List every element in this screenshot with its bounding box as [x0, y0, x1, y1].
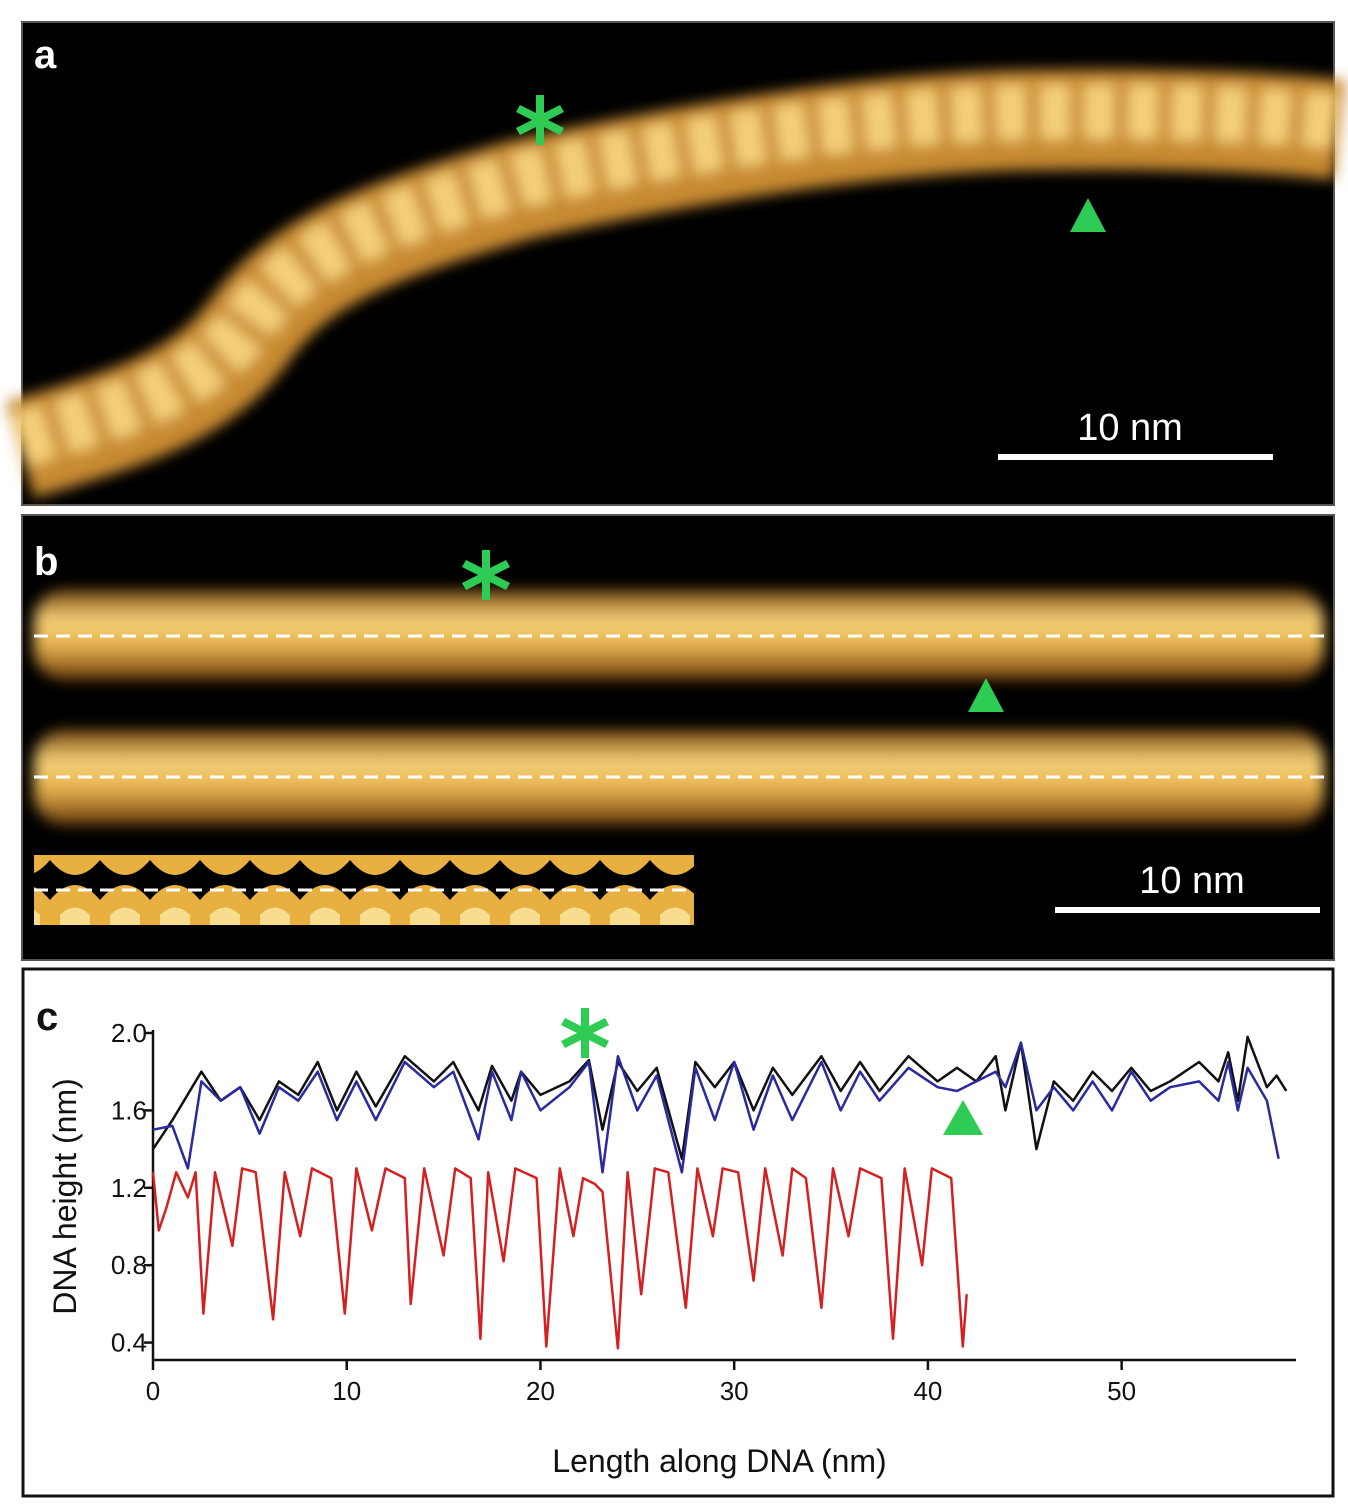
panel-c-frame: [21, 967, 1335, 1498]
profile-lines: [34, 634, 1324, 892]
scale-bar: [998, 454, 1273, 460]
asterisk-marker: [462, 550, 510, 600]
x-axis-label: Length along DNA (nm): [552, 1443, 886, 1479]
y-axis-label: DNA height (nm): [47, 1078, 83, 1315]
data-line: [151, 1035, 1288, 1161]
plot: 0.4 0.8 1.2 1.6 2.0 0 10 20 30 40 50 Length along D…: [47, 1018, 1296, 1479]
y-tick-label: 1.2: [111, 1173, 147, 1203]
y-tick-label: 2.0: [111, 1018, 147, 1048]
data-line: [152, 1041, 1280, 1174]
x-tick-label: 20: [526, 1376, 555, 1406]
triangle-marker: [943, 1100, 983, 1135]
y-tick-label: 1.6: [111, 1095, 147, 1125]
dna-strand: [5, 69, 1347, 498]
y-tick-label: 0.8: [111, 1250, 147, 1280]
triangle-marker: [968, 678, 1004, 712]
panel-label: a: [34, 33, 57, 77]
x-tick-label: 10: [332, 1376, 361, 1406]
y-tick-label: 0.4: [111, 1328, 147, 1358]
x-tick-label: 0: [146, 1376, 160, 1406]
data-line: [151, 1167, 968, 1350]
asterisk-marker: [561, 1008, 609, 1058]
x-tick-label: 50: [1107, 1376, 1136, 1406]
scale-bar-label: 10 nm: [1139, 860, 1245, 902]
x-tick-label: 30: [720, 1376, 749, 1406]
scale-bar-label: 10 nm: [1077, 407, 1183, 449]
panel-label: c: [36, 995, 58, 1039]
scale-bar: [1055, 907, 1320, 913]
asterisk-marker: [516, 95, 564, 145]
triangle-marker: [1070, 198, 1106, 232]
panel-label: b: [34, 540, 58, 584]
x-tick-label: 40: [913, 1376, 942, 1406]
